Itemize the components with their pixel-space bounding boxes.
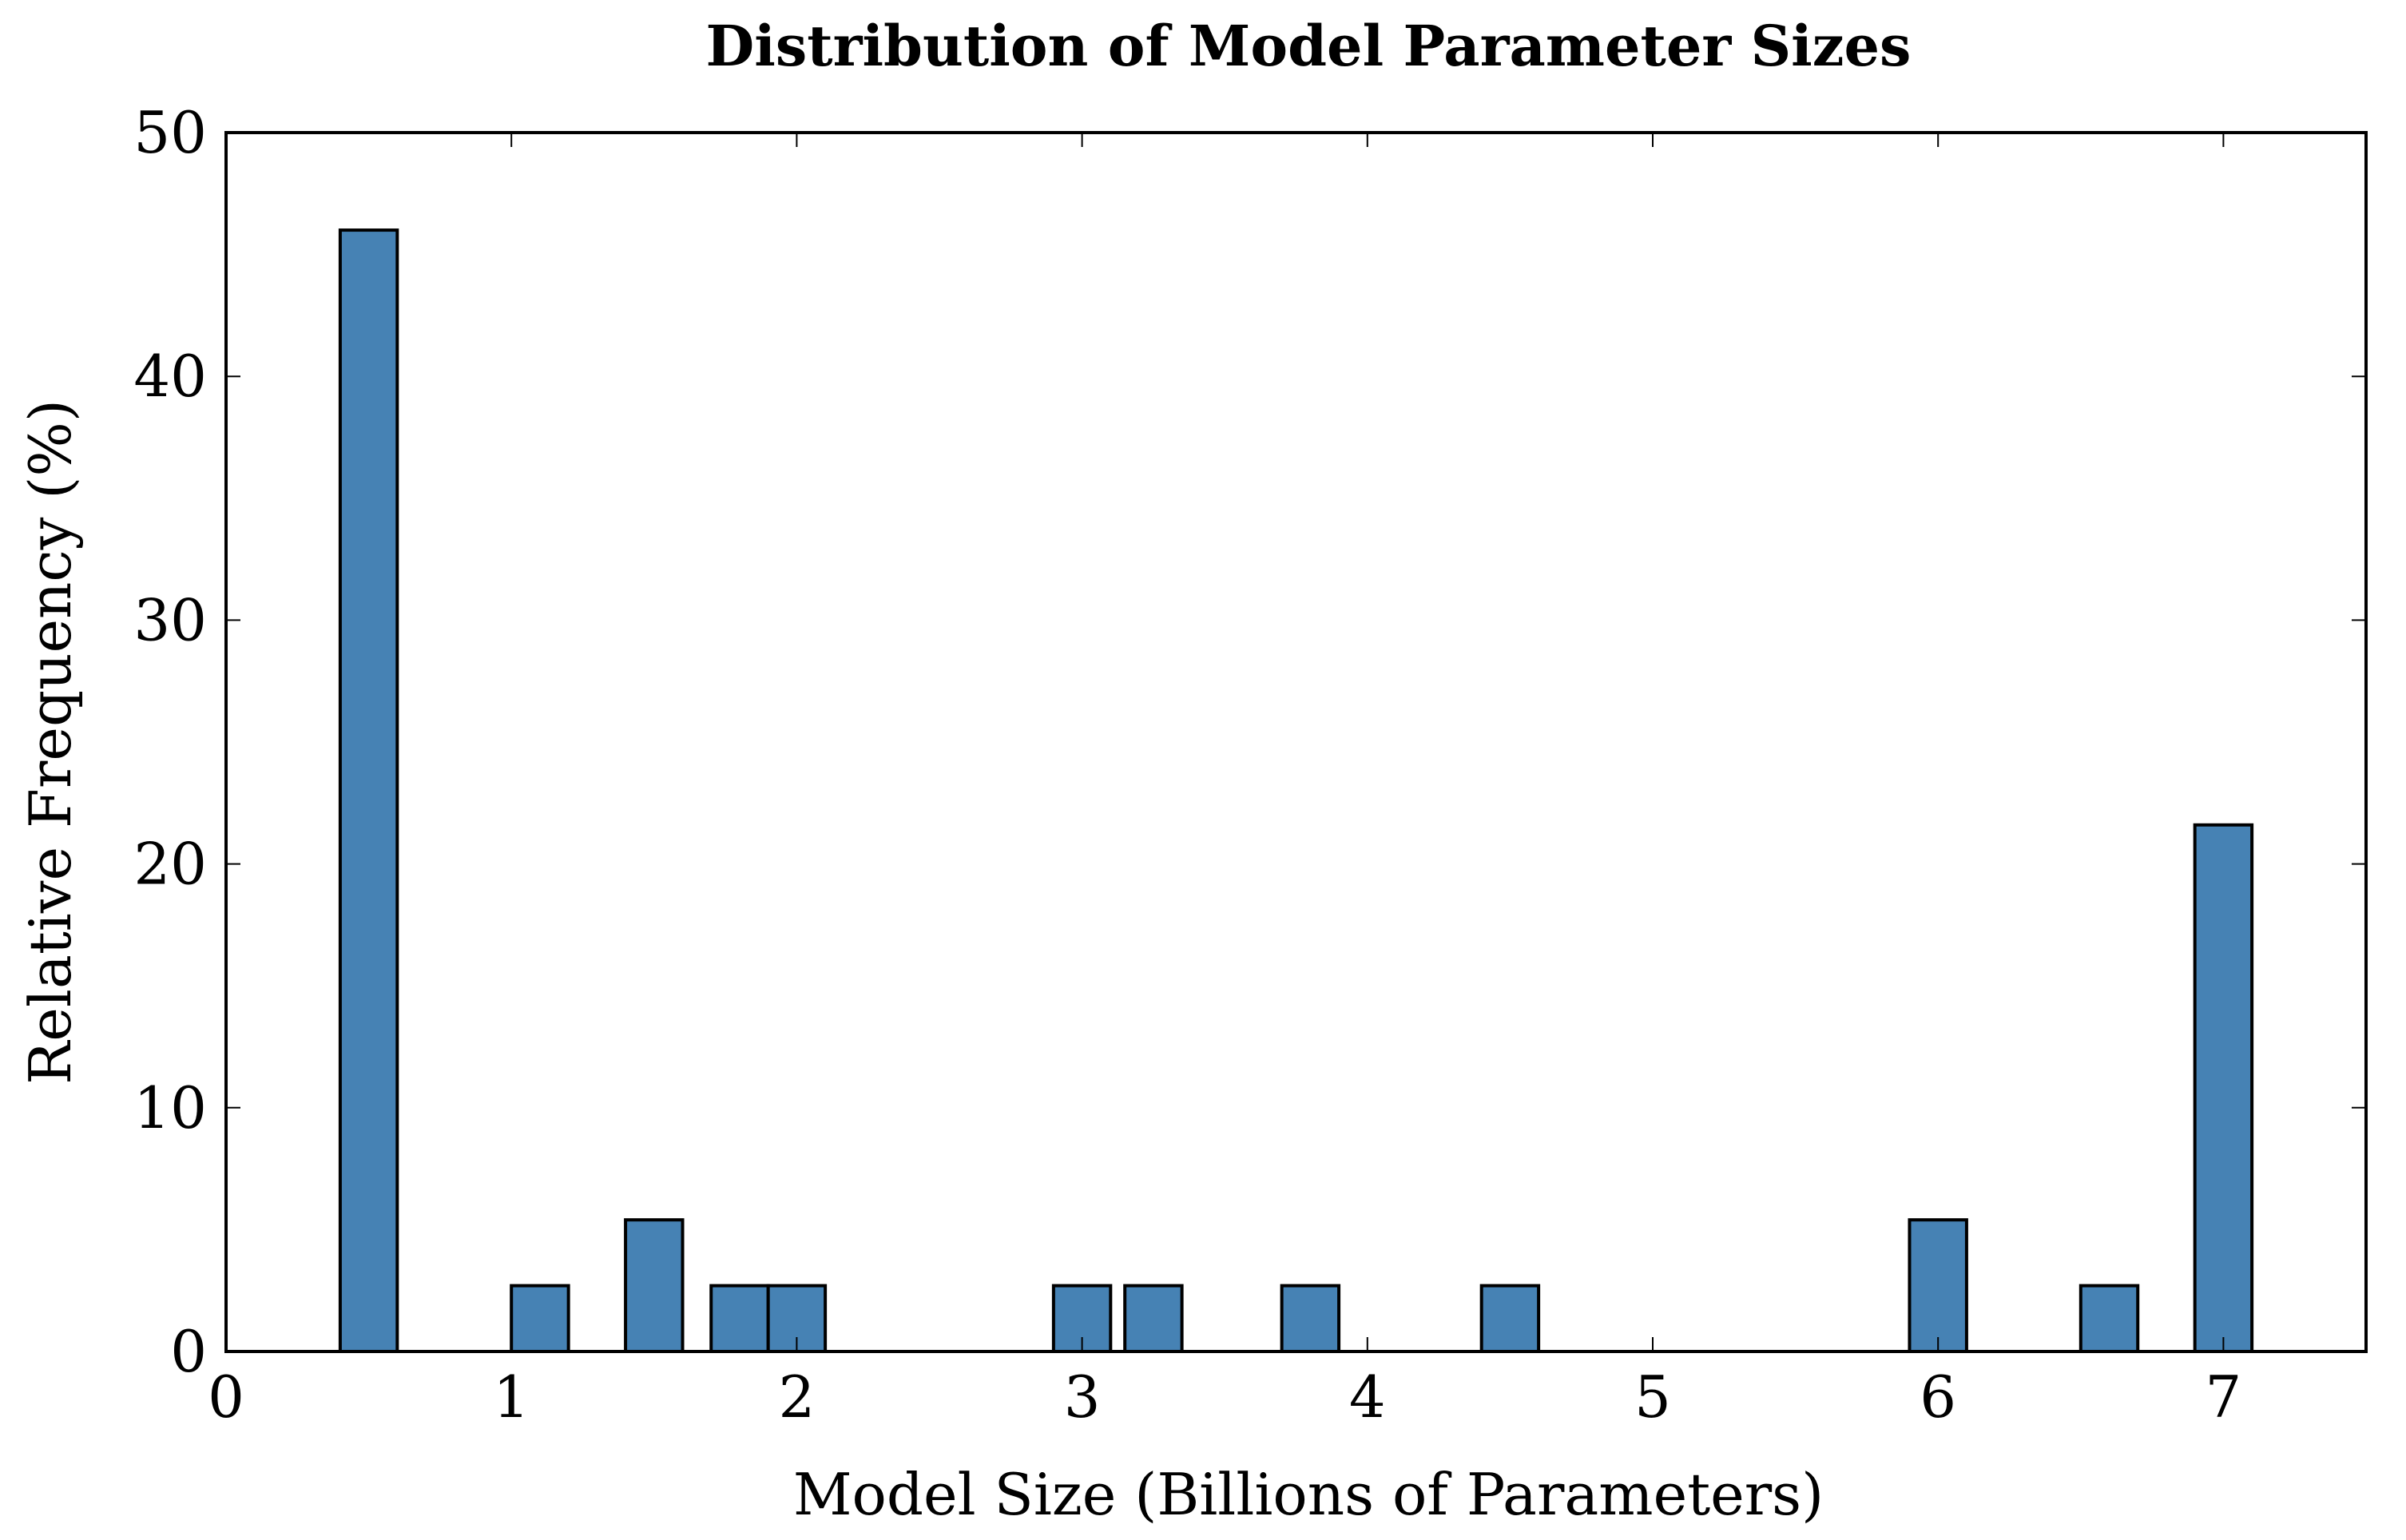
- chart-title: Distribution of Model Parameter Sizes: [706, 13, 1912, 79]
- histogram-bar: [624, 1218, 685, 1354]
- x-tick-label: 2: [778, 1363, 815, 1431]
- x-tick-label: 0: [208, 1363, 244, 1431]
- y-tick-label: 30: [133, 586, 207, 653]
- x-tick-label: 7: [2205, 1363, 2241, 1431]
- y-tick-label: 50: [133, 99, 207, 166]
- plot-frame: [224, 131, 2368, 1353]
- y-tick-label: 40: [133, 343, 207, 410]
- histogram-bar: [1908, 1218, 1968, 1354]
- histogram-bar: [2078, 1284, 2140, 1353]
- x-axis-label: Model Size (Billions of Parameters): [793, 1461, 1824, 1528]
- y-tick-label: 10: [133, 1074, 207, 1141]
- histogram-bar: [510, 1284, 570, 1353]
- x-tick-label: 6: [1920, 1363, 1956, 1431]
- x-tick-label: 1: [493, 1363, 530, 1431]
- histogram-bar: [1280, 1284, 1341, 1353]
- histogram-bar: [338, 228, 399, 1354]
- histogram-bar: [1479, 1284, 1541, 1353]
- y-tick-label: 0: [170, 1318, 207, 1385]
- x-tick-label: 4: [1349, 1363, 1386, 1431]
- x-tick-label: 5: [1634, 1363, 1671, 1431]
- y-axis-label: Relative Frequency (%): [17, 399, 84, 1085]
- y-tick-label: 20: [133, 831, 207, 898]
- histogram-bar: [709, 1284, 770, 1353]
- histogram-bar: [1123, 1284, 1184, 1353]
- ticks-layer: 0 1 2 3 4 5 6 7 0 10 20 30 40 50: [133, 99, 2366, 1431]
- bars-layer: [338, 228, 2254, 1354]
- histogram-bar: [2193, 823, 2254, 1353]
- x-tick-label: 3: [1064, 1363, 1101, 1431]
